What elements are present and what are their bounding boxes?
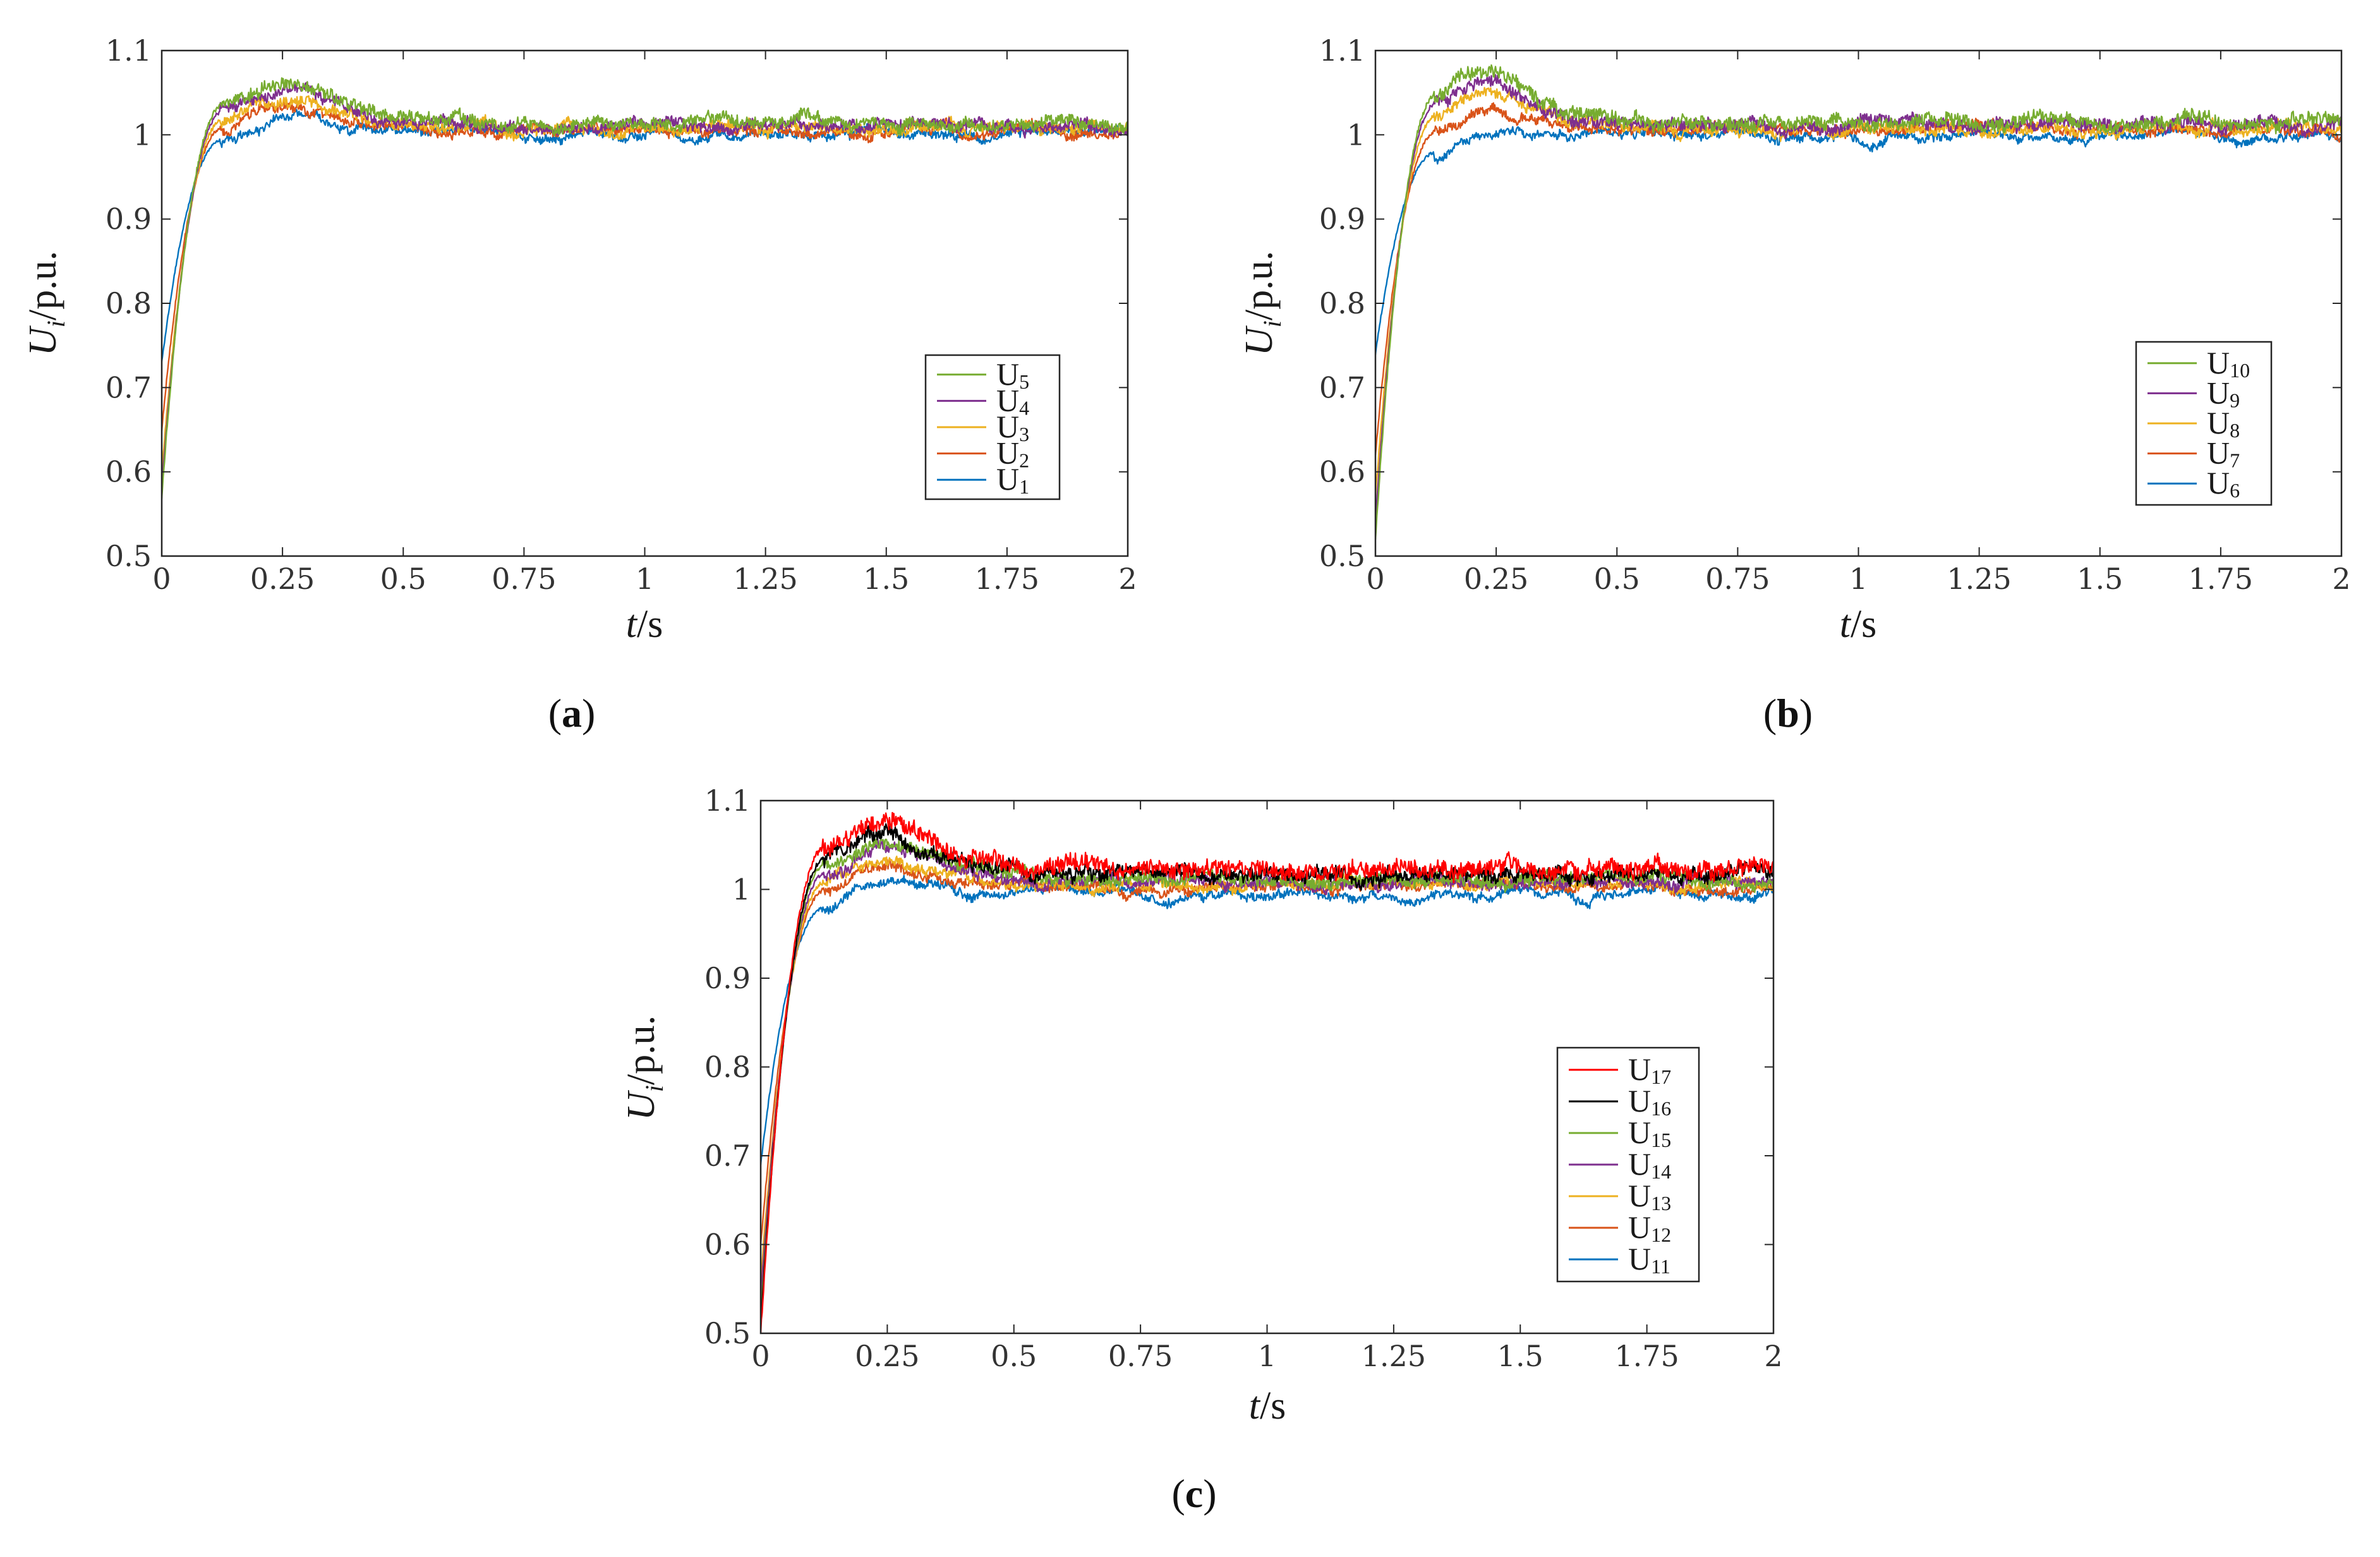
x-tick-label: 1.75 <box>1614 1339 1679 1373</box>
x-tick-label: 0.75 <box>1705 562 1770 596</box>
x-tick-label: 1.75 <box>975 562 1039 596</box>
legend-entry-u8: U8 <box>2207 405 2240 442</box>
x-axis-label: t/s <box>1249 1384 1286 1427</box>
x-tick-label: 1.75 <box>2189 562 2253 596</box>
panel-label-b: (b) <box>1763 691 1813 736</box>
x-axis-label: t/s <box>1840 603 1877 646</box>
legend-entry-u3: U3 <box>996 409 1029 445</box>
legend-entry-u17: U17 <box>1628 1051 1671 1088</box>
series-line-u17 <box>761 811 1773 1333</box>
x-tick-label: 0.75 <box>492 562 556 596</box>
x-tick-label: 1 <box>1258 1339 1276 1373</box>
y-tick-label: 0.7 <box>1319 370 1365 404</box>
series-group <box>761 811 1773 1333</box>
x-tick-label: 0.25 <box>855 1339 919 1373</box>
x-tick-label: 0.5 <box>991 1339 1037 1373</box>
y-tick-label: 0.7 <box>704 1139 751 1173</box>
series-line-u11 <box>761 875 1773 1165</box>
y-tick-label: 0.9 <box>1319 202 1365 236</box>
x-tick-label: 1.5 <box>2077 562 2123 596</box>
y-tick-label: 0.5 <box>106 539 152 573</box>
legend-entry-u9: U9 <box>2207 375 2240 411</box>
x-tick-label: 1.25 <box>1362 1339 1426 1373</box>
legend-entry-u10: U10 <box>2207 345 2250 382</box>
x-tick-label: 1.5 <box>863 562 909 596</box>
y-tick-label: 1 <box>732 873 751 907</box>
series-group <box>162 77 1128 499</box>
x-tick-label: 1 <box>636 562 654 596</box>
x-tick-label: 0 <box>152 562 171 596</box>
legend-entry-u15: U15 <box>1628 1115 1671 1151</box>
x-tick-label: 0.5 <box>380 562 426 596</box>
chart-panel-a: 0 0.25 0.5 0.75 1 1.25 1.5 1.75 2 0.5 0.6 0.7 0.8 0.9… <box>21 33 1137 736</box>
series-line-u1 <box>162 109 1128 361</box>
x-tick-label: 2 <box>1764 1339 1782 1373</box>
x-tick-label: 0 <box>1366 562 1384 596</box>
series-group <box>1375 64 2341 540</box>
series-line-u10 <box>1375 64 2341 540</box>
x-tick-label: 2 <box>2332 562 2350 596</box>
y-tick-label: 0.7 <box>106 370 152 404</box>
x-axis-label: t/s <box>626 603 663 646</box>
legend-entry-u14: U14 <box>1628 1146 1671 1183</box>
legend-entry-u1: U1 <box>996 461 1029 498</box>
y-tick-label: 0.8 <box>106 286 152 320</box>
x-tick-label: 0.25 <box>250 562 315 596</box>
panel-label-c: (c) <box>1171 1471 1216 1516</box>
x-tick-label: 0.25 <box>1464 562 1528 596</box>
y-tick-label: 1 <box>133 118 152 152</box>
legend-entry-u5: U5 <box>996 356 1029 393</box>
series-line-u3 <box>162 95 1128 472</box>
y-tick-label: 0.5 <box>1319 539 1365 573</box>
x-tick-label: 1.25 <box>733 562 797 596</box>
x-tick-label: 0.5 <box>1594 562 1640 596</box>
x-tick-label: 1.25 <box>1947 562 2011 596</box>
legend-entry-u6: U6 <box>2207 465 2240 502</box>
legend-entry-u7: U7 <box>2207 435 2240 472</box>
y-axis-label: Ui/p.u. <box>1238 251 1286 356</box>
y-tick-label: 0.6 <box>704 1228 751 1262</box>
y-tick-label: 1 <box>1347 118 1365 152</box>
y-tick-label: 0.6 <box>106 455 152 489</box>
legend-entry-u11: U11 <box>1628 1241 1670 1278</box>
x-tick-label: 1.5 <box>1497 1339 1543 1373</box>
y-tick-label: 0.8 <box>1319 286 1365 320</box>
legend-entry-u13: U13 <box>1628 1178 1671 1215</box>
series-line-u5 <box>162 77 1128 499</box>
legend-entry-u4: U4 <box>996 382 1029 419</box>
y-tick-label: 0.5 <box>704 1316 751 1350</box>
y-tick-label: 1.1 <box>106 33 152 68</box>
legend-entry-u16: U16 <box>1628 1083 1671 1120</box>
y-axis-label: Ui/p.u. <box>620 1015 668 1120</box>
y-tick-label: 1.1 <box>1319 33 1365 68</box>
legend-entry-u2: U2 <box>996 435 1029 472</box>
legend-entry-u12: U12 <box>1628 1209 1671 1246</box>
y-tick-label: 0.9 <box>106 202 152 236</box>
x-tick-label: 0 <box>751 1339 770 1373</box>
y-tick-label: 0.8 <box>704 1050 751 1084</box>
x-tick-label: 0.75 <box>1108 1339 1173 1373</box>
panel-label-a: (a) <box>548 691 596 736</box>
x-tick-label: 2 <box>1118 562 1137 596</box>
y-tick-label: 0.6 <box>1319 455 1365 489</box>
chart-panel-c: 0 0.25 0.5 0.75 1 1.25 1.5 1.75 2 0.5 0.6 0.7 0.8 0.9… <box>620 784 1783 1516</box>
y-tick-label: 0.9 <box>704 961 751 995</box>
chart-panel-b: 0 0.25 0.5 0.75 1 1.25 1.5 1.75 2 0.5 0.6 0.7 0.8 0.9… <box>1238 33 2351 736</box>
y-axis-label: Ui/p.u. <box>21 251 70 356</box>
x-tick-label: 1 <box>1849 562 1868 596</box>
series-line-u6 <box>1375 123 2341 355</box>
y-tick-label: 1.1 <box>704 784 751 818</box>
